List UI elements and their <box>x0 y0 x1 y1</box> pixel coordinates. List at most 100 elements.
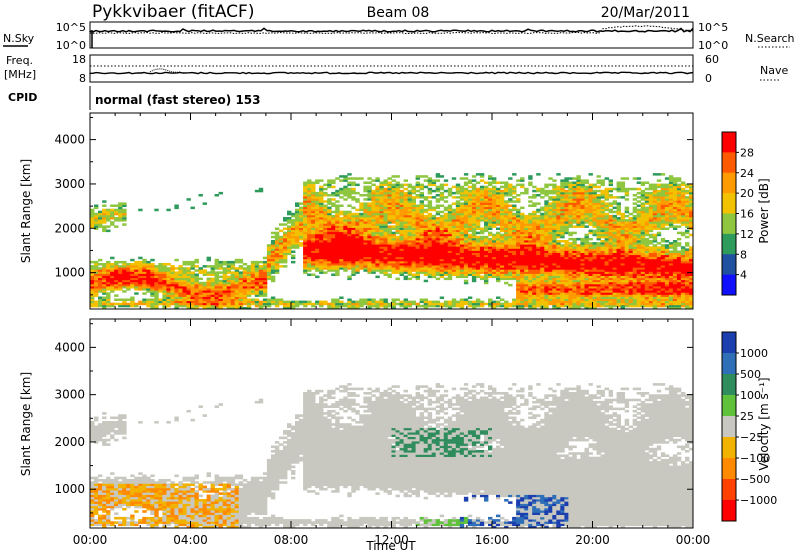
power-cell <box>315 244 320 247</box>
power-cell <box>114 269 119 272</box>
power-cell <box>363 269 368 272</box>
power-cell <box>427 187 433 191</box>
power-cell <box>226 279 232 283</box>
power-cell <box>102 302 107 306</box>
power-cell <box>126 286 131 289</box>
power-cell <box>536 187 541 191</box>
power-cell <box>347 191 352 195</box>
power-cell <box>343 187 348 191</box>
power-cell <box>98 223 103 226</box>
power-cell <box>343 210 348 214</box>
power-cell <box>339 265 344 268</box>
power-cell <box>242 290 248 293</box>
power-cell <box>198 298 203 301</box>
power-cell <box>335 217 340 220</box>
power-cell <box>198 300 203 304</box>
date-title: 20/Mar/2011 <box>601 5 690 21</box>
power-cell <box>242 271 248 274</box>
power-cell <box>500 189 505 193</box>
power-cell <box>339 219 344 222</box>
power-cell <box>455 196 461 199</box>
freq-label-2: [MHz] <box>4 68 36 81</box>
power-cell <box>186 277 191 281</box>
power-cell <box>94 283 99 287</box>
power-cell <box>166 279 171 283</box>
power-cell <box>359 221 364 224</box>
power-cell <box>347 246 352 249</box>
power-cell <box>158 300 163 304</box>
power-cell <box>250 300 256 304</box>
power-cell <box>214 298 219 301</box>
power-cell <box>186 292 191 295</box>
power-cell <box>311 235 316 239</box>
power-cell <box>383 298 388 301</box>
power-cell <box>150 304 155 308</box>
power-cell <box>291 240 296 243</box>
power-cell <box>319 214 324 218</box>
power-cell <box>319 250 324 253</box>
power-cell <box>395 235 400 239</box>
power-cell <box>351 267 356 270</box>
power-cell <box>138 302 143 306</box>
power-cell <box>102 221 107 224</box>
power-cell <box>122 279 127 283</box>
power-cell <box>375 300 380 304</box>
power-cell <box>447 204 453 207</box>
power-cell <box>323 265 328 268</box>
power-cell <box>246 298 252 301</box>
power-cell <box>387 181 392 184</box>
power-cell <box>106 296 111 299</box>
power-cell <box>359 217 364 220</box>
power-cell <box>94 221 99 224</box>
power-cell <box>130 296 135 299</box>
power-cell <box>234 277 240 281</box>
power-cell <box>471 179 477 182</box>
power-cell <box>278 242 284 245</box>
power-cell <box>150 277 155 281</box>
power-cell <box>190 288 195 291</box>
power-cell <box>327 248 332 251</box>
power-cell <box>90 281 95 285</box>
power-cell <box>339 223 344 226</box>
power-cell <box>246 279 252 283</box>
power-cell <box>154 306 159 310</box>
power-cell <box>174 283 179 287</box>
power-cell <box>94 217 99 220</box>
power-cell <box>114 302 119 306</box>
power-cell <box>327 242 332 245</box>
power-cell <box>283 231 288 235</box>
power-cell <box>335 210 340 214</box>
power-cell <box>162 277 167 281</box>
power-cell <box>467 300 473 304</box>
power-cell <box>451 202 457 205</box>
power-cell <box>347 248 352 251</box>
power-cell <box>335 200 340 203</box>
power-cell <box>307 265 312 268</box>
power-cell <box>343 246 348 249</box>
power-cell <box>170 269 175 272</box>
power-cell <box>162 300 167 304</box>
power-cell <box>295 302 300 306</box>
power-cell <box>311 304 316 308</box>
power-cell <box>319 267 324 270</box>
power-cell <box>106 210 111 214</box>
power-cell <box>323 225 328 228</box>
power-cell <box>206 271 211 274</box>
power-cell <box>315 200 320 203</box>
power-cell <box>564 177 569 180</box>
power-cell <box>339 179 344 182</box>
power-cell <box>287 219 292 222</box>
power-cell <box>278 223 284 226</box>
power-cell <box>194 279 199 283</box>
power-cell <box>230 302 236 306</box>
power-cell <box>278 246 284 249</box>
freq-tick-bottom: 8 <box>79 72 86 85</box>
power-cell <box>126 265 131 268</box>
power-cell <box>222 302 228 306</box>
power-cell <box>311 225 316 228</box>
power-cell <box>540 196 545 199</box>
power-cell <box>242 286 248 289</box>
power-cell <box>283 265 288 268</box>
power-cell <box>319 196 324 199</box>
power-cell <box>391 298 396 301</box>
